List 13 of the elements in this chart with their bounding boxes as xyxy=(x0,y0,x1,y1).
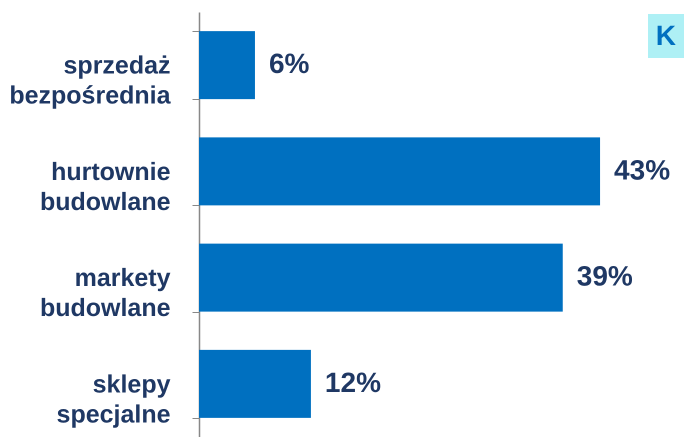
data-label: 6% xyxy=(268,48,310,80)
bar xyxy=(199,350,311,418)
bar xyxy=(199,244,563,312)
data-label: 39% xyxy=(576,260,633,292)
bar xyxy=(199,137,600,206)
annotation: K xyxy=(648,14,684,58)
data-label: 43% xyxy=(614,154,670,186)
bar xyxy=(199,31,255,100)
y-tick-label: hurtownie budowlane xyxy=(40,158,171,216)
y-tick-label: markety budowlane xyxy=(40,264,171,322)
data-label: 12% xyxy=(324,366,382,398)
y-tick-label: sklepy specjalne xyxy=(56,370,171,428)
y-tick-label: sprzedaż bezpośrednia xyxy=(9,52,172,110)
